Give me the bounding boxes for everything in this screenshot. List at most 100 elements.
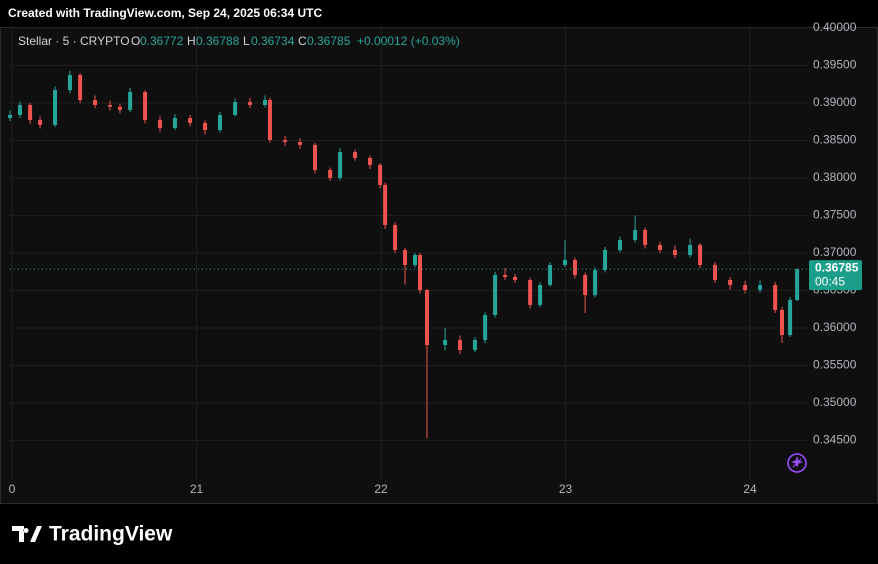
candle-body xyxy=(298,141,303,145)
candle-body xyxy=(203,123,208,130)
candle-body xyxy=(78,75,83,100)
candle-body xyxy=(53,90,58,125)
footer-logo: TradingView xyxy=(12,523,173,546)
candle-body xyxy=(443,339,448,346)
candle-body xyxy=(328,169,333,178)
candle-body xyxy=(563,259,568,265)
candle-body xyxy=(643,229,648,245)
candle-body xyxy=(367,157,372,166)
candle-body xyxy=(795,269,800,301)
x-tick-label: 21 xyxy=(190,482,204,496)
candle-body xyxy=(108,105,113,107)
high-value: 0.36788 xyxy=(196,34,240,48)
candle-body xyxy=(773,285,778,310)
x-tick-label: 23 xyxy=(559,482,573,496)
candle-body xyxy=(633,229,638,241)
candle-body xyxy=(743,285,748,290)
candle-body xyxy=(603,249,608,271)
y-tick-label: 0.35000 xyxy=(813,395,857,409)
y-tick-label: 0.38000 xyxy=(813,170,857,184)
y-tick-label: 0.40000 xyxy=(813,20,857,34)
candle-body xyxy=(513,276,518,280)
price-tag-value: 0.36785 xyxy=(815,260,859,274)
close-value: 0.36785 xyxy=(307,34,351,48)
candle-body xyxy=(393,225,398,250)
icon-ring xyxy=(787,453,807,473)
header-text: Created with TradingView.com, Sep 24, 20… xyxy=(8,6,322,20)
candle-body xyxy=(758,285,763,290)
y-tick-label: 0.35500 xyxy=(813,358,857,372)
candle-body xyxy=(338,151,343,178)
candle-body xyxy=(8,114,12,118)
candle-body xyxy=(424,289,429,346)
y-tick-label: 0.39500 xyxy=(813,58,857,72)
candle-body xyxy=(67,75,72,91)
candle-body xyxy=(117,106,122,110)
candle-body xyxy=(493,274,498,316)
candle-body xyxy=(417,255,422,290)
assistant-icon[interactable] xyxy=(787,453,807,473)
o-label: O xyxy=(131,34,140,48)
candle-body xyxy=(28,105,33,121)
price-tag xyxy=(809,260,862,291)
candle-body xyxy=(788,300,793,335)
candle-body xyxy=(248,102,253,106)
c-label: C xyxy=(298,34,307,48)
candle-body xyxy=(483,315,488,340)
candle-body xyxy=(283,139,288,142)
open-value: 0.36772 xyxy=(140,34,184,48)
candle-body xyxy=(458,339,463,350)
y-tick-label: 0.34500 xyxy=(813,433,857,447)
plot xyxy=(8,70,808,439)
h-label: H xyxy=(187,34,196,48)
candle-body xyxy=(503,274,508,277)
candle-body xyxy=(403,249,408,265)
l-label: L xyxy=(243,34,250,48)
grid xyxy=(10,25,808,480)
candle-body xyxy=(217,114,222,130)
change: +0.00012 (+0.03%) xyxy=(357,34,460,48)
candle-body xyxy=(472,339,477,350)
candle-body xyxy=(698,244,703,265)
candle-body xyxy=(378,165,383,185)
candle-body xyxy=(353,151,358,158)
brand: TradingView xyxy=(49,523,173,546)
candle-body xyxy=(688,244,693,256)
candle-body xyxy=(412,255,417,265)
low-value: 0.36734 xyxy=(251,34,295,48)
y-tick-label: 0.37500 xyxy=(813,208,857,222)
candle-body xyxy=(188,117,193,124)
legend: Stellar · 5 · CRYPTO O 0.36772 H 0.36788… xyxy=(18,34,460,48)
candle-body xyxy=(528,279,533,305)
x-tick-label: 22 xyxy=(374,482,388,496)
candle-body xyxy=(583,274,588,295)
x-tick-label: 0 xyxy=(9,482,16,496)
y-tick-label: 0.38500 xyxy=(813,133,857,147)
axes: 0.40000 0.39500 0.39000 0.38500 0.38000 0.375… xyxy=(9,20,862,496)
y-tick-label: 0.37000 xyxy=(813,245,857,259)
candle-body xyxy=(593,270,598,295)
y-tick-label: 0.36000 xyxy=(813,320,857,334)
icon-glyph xyxy=(791,456,803,468)
candle-body xyxy=(143,91,148,121)
candle-body xyxy=(672,249,677,256)
candle-body xyxy=(262,99,267,106)
candle-body xyxy=(728,279,733,286)
candle-body xyxy=(128,91,133,110)
candle-body xyxy=(312,144,317,170)
candle-body xyxy=(267,99,272,140)
candle-body xyxy=(93,99,98,106)
candle-body xyxy=(658,244,663,250)
candle-body xyxy=(17,105,22,115)
candle-body xyxy=(572,259,577,275)
candle-body xyxy=(538,285,543,305)
candle-body xyxy=(713,264,718,280)
candle-body xyxy=(548,264,553,286)
candle-body xyxy=(779,309,784,335)
candle-body xyxy=(38,120,43,125)
logo-mark xyxy=(12,526,42,542)
candle-body xyxy=(233,102,238,115)
candle-body xyxy=(158,120,163,128)
